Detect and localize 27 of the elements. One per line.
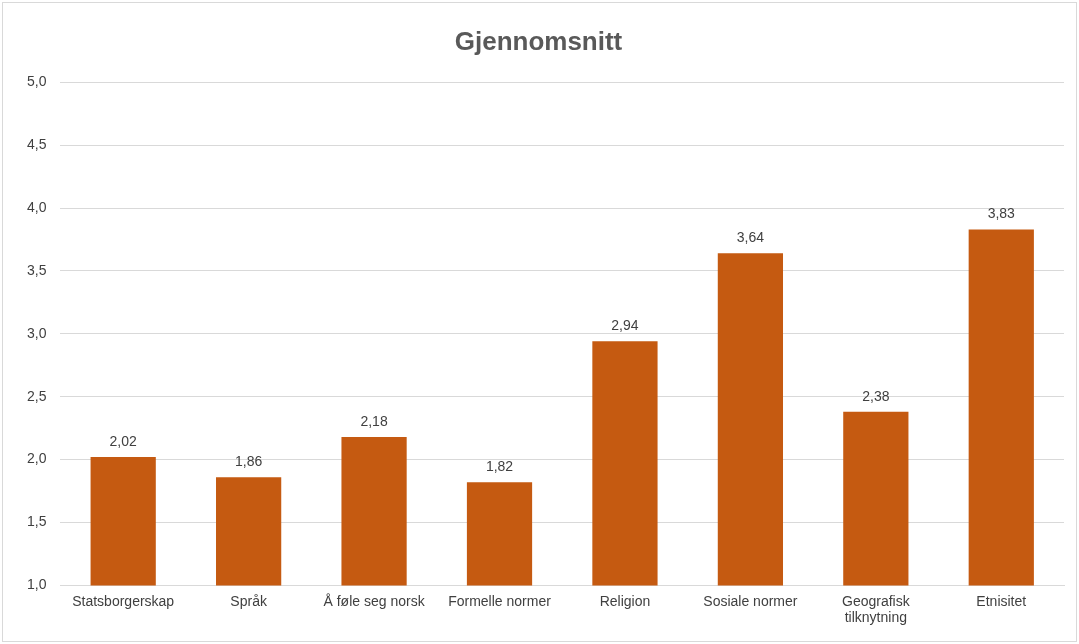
data-label: 2,02 bbox=[109, 432, 138, 449]
x-tick-label: Formelle normer bbox=[448, 592, 552, 609]
x-tick-label: Religion bbox=[599, 592, 651, 609]
category-label: Geografisk bbox=[841, 592, 910, 609]
data-label: 1,86 bbox=[235, 453, 263, 470]
x-tick-label: Etnisitet bbox=[976, 592, 1027, 609]
y-tick-label: 1,0 bbox=[26, 576, 47, 593]
y-tick-label: 1,5 bbox=[26, 513, 47, 530]
data-label: 2,94 bbox=[611, 317, 639, 334]
x-tick-label: Statsborgerskap bbox=[72, 592, 175, 609]
y-tick-label: 2,5 bbox=[26, 387, 47, 404]
data-label: 3,83 bbox=[987, 205, 1016, 222]
y-tick-label: 5,0 bbox=[26, 73, 47, 90]
data-label: 1,82 bbox=[485, 458, 514, 475]
y-tick-label: 4,5 bbox=[26, 135, 47, 152]
category-label: tilknytning bbox=[844, 609, 907, 626]
y-tick-label: 3,5 bbox=[26, 261, 47, 278]
x-tick-label: Sosiale normer bbox=[703, 592, 798, 609]
chart-title: Gjennomsnitt bbox=[454, 25, 623, 56]
x-tick-label: Å føle seg norsk bbox=[323, 592, 426, 609]
y-tick-label: 2,0 bbox=[26, 450, 47, 467]
data-label: 3,64 bbox=[736, 229, 765, 246]
y-tick-label: 3,0 bbox=[26, 324, 47, 341]
y-tick-label: 4,0 bbox=[26, 198, 47, 215]
data-label: 2,18 bbox=[360, 412, 388, 429]
x-tick-label: Språk bbox=[230, 592, 268, 609]
data-label: 2,38 bbox=[862, 387, 890, 404]
